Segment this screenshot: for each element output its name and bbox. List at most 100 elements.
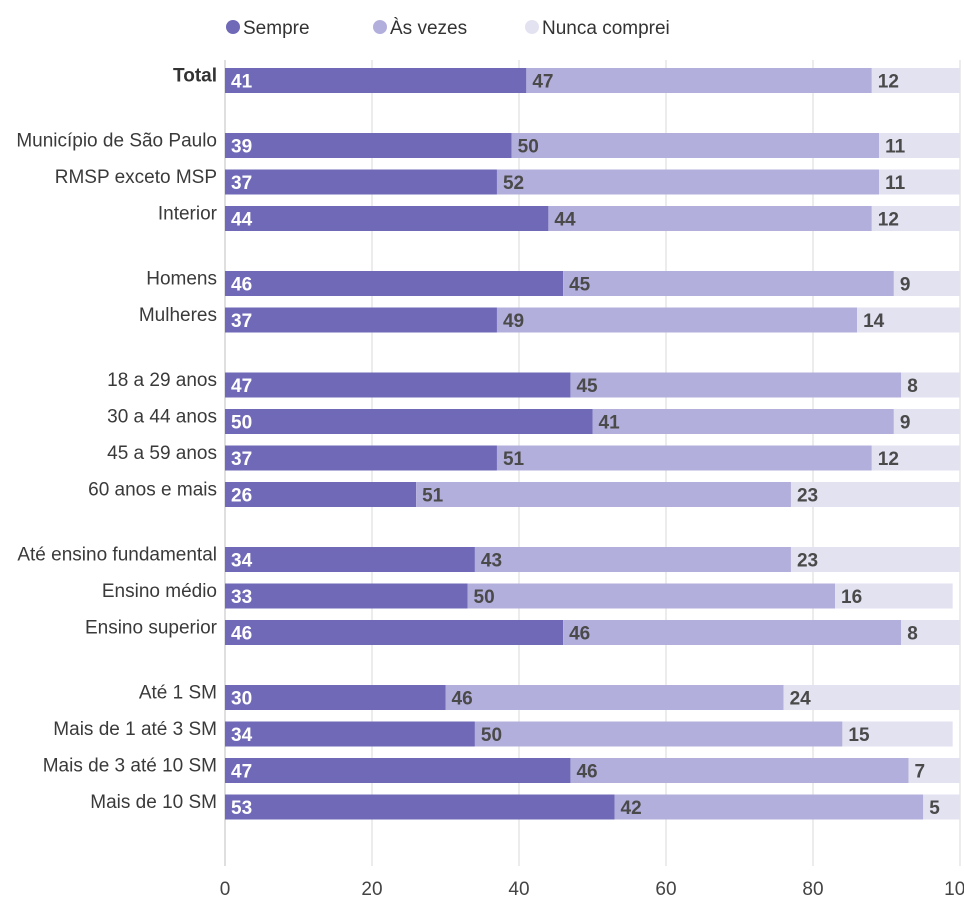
value-label-sempre-60-anos-e-mais: 26	[231, 486, 252, 507]
value-label-as-vezes-60-anos-e-mais: 51	[422, 486, 444, 507]
value-label-nunca-comprei-ensino-medio: 16	[841, 587, 862, 608]
value-label-nunca-comprei-homens: 9	[900, 275, 911, 296]
value-label-sempre-ate-1-sm: 30	[231, 689, 252, 710]
category-label-45-a-59-anos: 45 a 59 anos	[107, 443, 217, 464]
bar-as-vezes-ensino-medio	[467, 583, 836, 609]
bar-sempre-homens	[225, 271, 564, 296]
value-label-sempre-30-a-44-anos: 50	[231, 413, 252, 434]
category-label-ensino-superior: Ensino superior	[85, 618, 218, 639]
bar-row-municipio-de-sao-paulo: 39 50 11	[225, 133, 960, 158]
category-label-ensino-medio: Ensino médio	[102, 581, 217, 602]
bar-sempre-ensino-superior	[225, 620, 564, 645]
bar-as-vezes-mais-de-10-sm	[614, 794, 924, 820]
value-label-as-vezes-18-a-29-anos: 45	[576, 376, 598, 397]
value-label-sempre-ensino-superior: 46	[231, 624, 252, 645]
value-label-sempre-total: 41	[231, 72, 253, 93]
x-tick-label-100: 100	[944, 879, 964, 900]
value-label-nunca-comprei-ate-ensino-fundamental: 23	[797, 551, 818, 572]
value-label-nunca-comprei-mais-de-3-ate-10-sm: 7	[915, 762, 926, 783]
category-label-rmsp-exceto-msp: RMSP exceto MSP	[55, 167, 217, 188]
bar-nunca-comprei-mais-de-3-ate-10-sm	[908, 758, 960, 783]
value-label-sempre-18-a-29-anos: 47	[231, 376, 252, 397]
legend-marker-nunca-comprei	[525, 20, 539, 34]
category-label-mulheres: Mulheres	[139, 305, 217, 326]
x-tick-label-40: 40	[508, 879, 529, 900]
legend-item-sempre: Sempre	[226, 18, 310, 39]
value-label-nunca-comprei-60-anos-e-mais: 23	[797, 486, 818, 507]
legend-label-as-vezes: Às vezes	[390, 18, 467, 39]
x-axis: 0 20 40 60 80 100	[220, 879, 964, 900]
bar-as-vezes-30-a-44-anos	[592, 409, 894, 434]
bar-as-vezes-ate-1-sm	[445, 685, 784, 710]
bar-as-vezes-interior	[548, 206, 872, 231]
value-label-nunca-comprei-mais-de-1-ate-3-sm: 15	[848, 725, 870, 746]
value-label-sempre-mais-de-3-ate-10-sm: 47	[231, 762, 252, 783]
bar-row-total: 41 47 12	[225, 68, 960, 93]
category-label-60-anos-e-mais: 60 anos e mais	[88, 480, 217, 501]
category-label-18-a-29-anos: 18 a 29 anos	[107, 370, 217, 391]
bar-nunca-comprei-ate-1-sm	[783, 685, 960, 710]
value-label-sempre-ensino-medio: 33	[231, 587, 252, 608]
bar-sempre-ate-1-sm	[225, 685, 446, 710]
bar-nunca-comprei-interior	[871, 206, 960, 231]
bar-as-vezes-mulheres	[496, 307, 858, 333]
bar-sempre-mulheres	[225, 307, 497, 333]
value-label-as-vezes-mulheres: 49	[503, 311, 524, 332]
value-label-sempre-mulheres: 37	[231, 311, 252, 332]
bar-row-rmsp-exceto-msp: 37 52 11	[225, 169, 960, 195]
legend-label-nunca-comprei: Nunca comprei	[542, 18, 670, 39]
bar-as-vezes-mais-de-1-ate-3-sm	[474, 721, 843, 747]
bar-sempre-60-anos-e-mais	[225, 482, 417, 507]
value-label-as-vezes-interior: 44	[554, 210, 576, 231]
bar-sempre-ate-ensino-fundamental	[225, 547, 475, 572]
bar-row-30-a-44-anos: 50 41 9	[225, 409, 960, 434]
value-label-nunca-comprei-ate-1-sm: 24	[790, 689, 812, 710]
value-label-as-vezes-total: 47	[532, 72, 553, 93]
legend-marker-sempre	[226, 20, 240, 34]
value-label-as-vezes-rmsp-exceto-msp: 52	[503, 173, 524, 194]
bar-sempre-rmsp-exceto-msp	[225, 169, 497, 195]
x-tick-label-0: 0	[220, 879, 231, 900]
value-label-nunca-comprei-45-a-59-anos: 12	[878, 449, 899, 470]
bar-row-mais-de-1-ate-3-sm: 34 50 15	[225, 721, 953, 747]
value-label-as-vezes-ate-ensino-fundamental: 43	[481, 551, 502, 572]
bar-sempre-ensino-medio	[225, 583, 468, 609]
bar-row-ensino-medio: 33 50 16	[225, 583, 953, 609]
bar-sempre-mais-de-1-ate-3-sm	[225, 721, 475, 747]
value-label-nunca-comprei-mais-de-10-sm: 5	[929, 798, 940, 819]
x-tick-label-80: 80	[802, 879, 823, 900]
bar-nunca-comprei-18-a-29-anos	[901, 372, 960, 398]
legend-item-nunca-comprei: Nunca comprei	[525, 18, 670, 39]
category-label-homens: Homens	[146, 269, 217, 290]
category-label-municipio-de-sao-paulo: Município de São Paulo	[16, 131, 217, 152]
category-label-mais-de-10-sm: Mais de 10 SM	[90, 792, 217, 813]
legend-label-sempre: Sempre	[243, 18, 310, 39]
bar-nunca-comprei-60-anos-e-mais	[790, 482, 960, 507]
bar-as-vezes-60-anos-e-mais	[416, 482, 791, 507]
bar-as-vezes-municipio-de-sao-paulo	[511, 133, 880, 158]
value-label-nunca-comprei-interior: 12	[878, 210, 899, 231]
category-label-ate-ensino-fundamental: Até ensino fundamental	[17, 545, 217, 566]
bar-row-mulheres: 37 49 14	[225, 307, 960, 333]
bar-sempre-30-a-44-anos	[225, 409, 593, 434]
x-tick-label-60: 60	[655, 879, 676, 900]
bar-sempre-interior	[225, 206, 549, 231]
value-label-sempre-ate-ensino-fundamental: 34	[231, 551, 253, 572]
bar-nunca-comprei-municipio-de-sao-paulo	[879, 133, 960, 158]
bar-as-vezes-18-a-29-anos	[570, 372, 902, 398]
bar-row-ate-1-sm: 30 46 24	[225, 685, 960, 710]
value-label-as-vezes-mais-de-1-ate-3-sm: 50	[481, 725, 502, 746]
bar-nunca-comprei-ensino-medio	[835, 583, 953, 609]
bar-nunca-comprei-mulheres	[857, 307, 960, 333]
bar-row-ensino-superior: 46 46 8	[225, 620, 960, 645]
value-label-nunca-comprei-rmsp-exceto-msp: 11	[885, 173, 906, 194]
value-label-sempre-homens: 46	[231, 275, 252, 296]
bar-sempre-municipio-de-sao-paulo	[225, 133, 512, 158]
legend-item-as-vezes: Às vezes	[373, 18, 467, 39]
bar-row-interior: 44 44 12	[225, 206, 960, 231]
value-label-as-vezes-ate-1-sm: 46	[452, 689, 473, 710]
category-label-30-a-44-anos: 30 a 44 anos	[107, 407, 217, 428]
bar-sempre-mais-de-3-ate-10-sm	[225, 758, 571, 783]
value-label-as-vezes-ensino-medio: 50	[474, 587, 495, 608]
